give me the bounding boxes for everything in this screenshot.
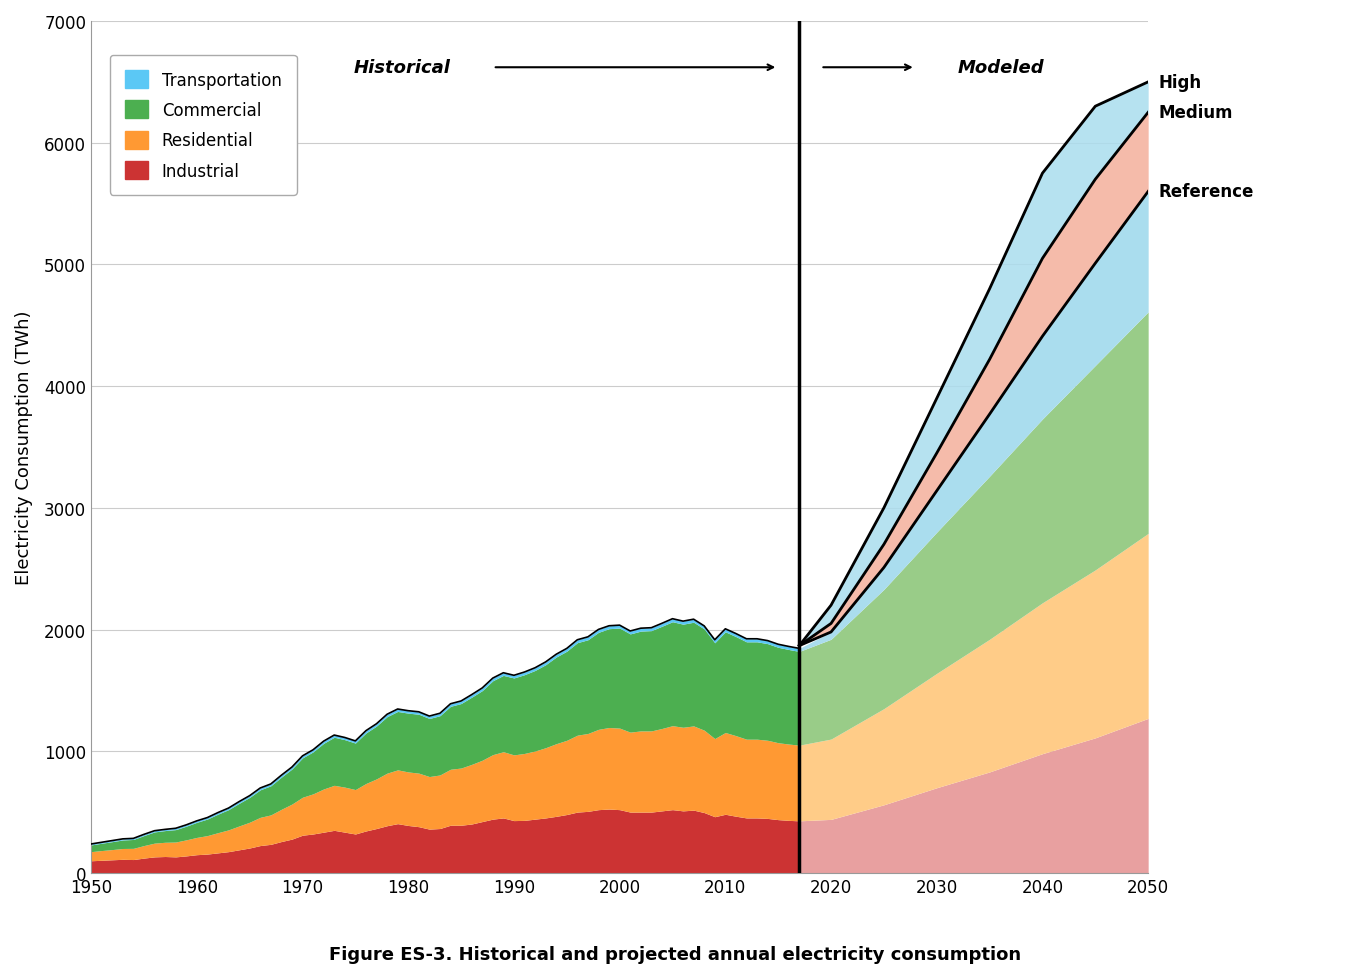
Text: Historical: Historical [354,59,451,78]
Y-axis label: Electricity Consumption (TWh): Electricity Consumption (TWh) [15,310,32,584]
Text: Figure ES-3. Historical and projected annual electricity consumption: Figure ES-3. Historical and projected an… [329,946,1021,963]
Text: Reference: Reference [1158,183,1254,202]
Legend: Transportation, Commercial, Residential, Industrial: Transportation, Commercial, Residential,… [109,56,297,196]
Text: Modeled: Modeled [958,59,1045,78]
Text: Medium: Medium [1158,105,1234,122]
Text: High: High [1158,74,1202,92]
